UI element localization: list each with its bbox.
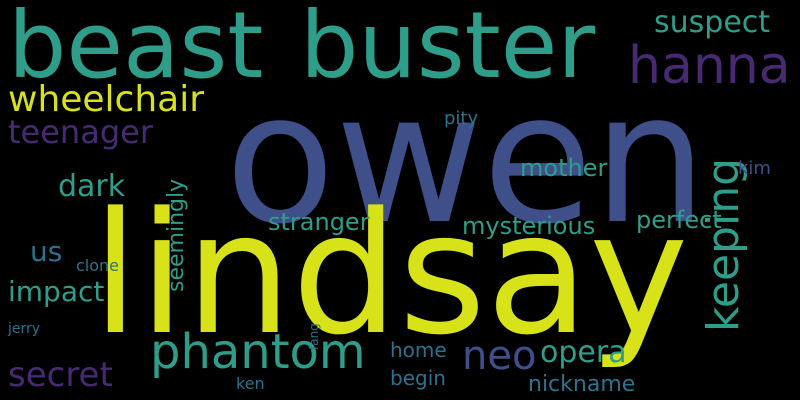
word-impact: impact	[8, 275, 105, 308]
word-us: us	[30, 235, 63, 268]
word-neo: neo	[462, 333, 537, 379]
word-mother: mother	[520, 154, 608, 182]
word-lindsay: lindsay	[92, 176, 689, 372]
word-nickname: nickname	[528, 372, 636, 397]
word-buster: buster	[300, 0, 596, 99]
word-hanna: hanna	[628, 36, 791, 96]
word-teenager: teenager	[8, 113, 153, 151]
word-clone: clone	[76, 256, 120, 275]
word-opera: opera	[540, 335, 627, 370]
word-home: home	[390, 338, 447, 362]
word-ken: ken	[236, 374, 265, 393]
word-secret: secret	[8, 355, 113, 395]
word-keeping: keeping	[698, 157, 749, 332]
word-stranger: stranger	[268, 208, 370, 236]
word-suspect: suspect	[654, 5, 771, 40]
word-beast: beast	[8, 0, 264, 99]
word-jerry: jerry	[8, 321, 41, 337]
word-seemingly: seemingly	[164, 178, 189, 292]
word-phantom: phantom	[150, 324, 366, 380]
word-dark: dark	[58, 169, 126, 204]
word-begin: begin	[390, 366, 446, 390]
word-wheelchair: wheelchair	[8, 79, 205, 120]
word-kim: kim	[738, 158, 771, 179]
word-mysterious: mysterious	[462, 212, 596, 240]
word-fang: fang	[307, 323, 321, 350]
word-pity: pity	[444, 108, 479, 129]
word-perfect: perfect	[636, 206, 722, 234]
word-owen: owen	[225, 55, 708, 264]
